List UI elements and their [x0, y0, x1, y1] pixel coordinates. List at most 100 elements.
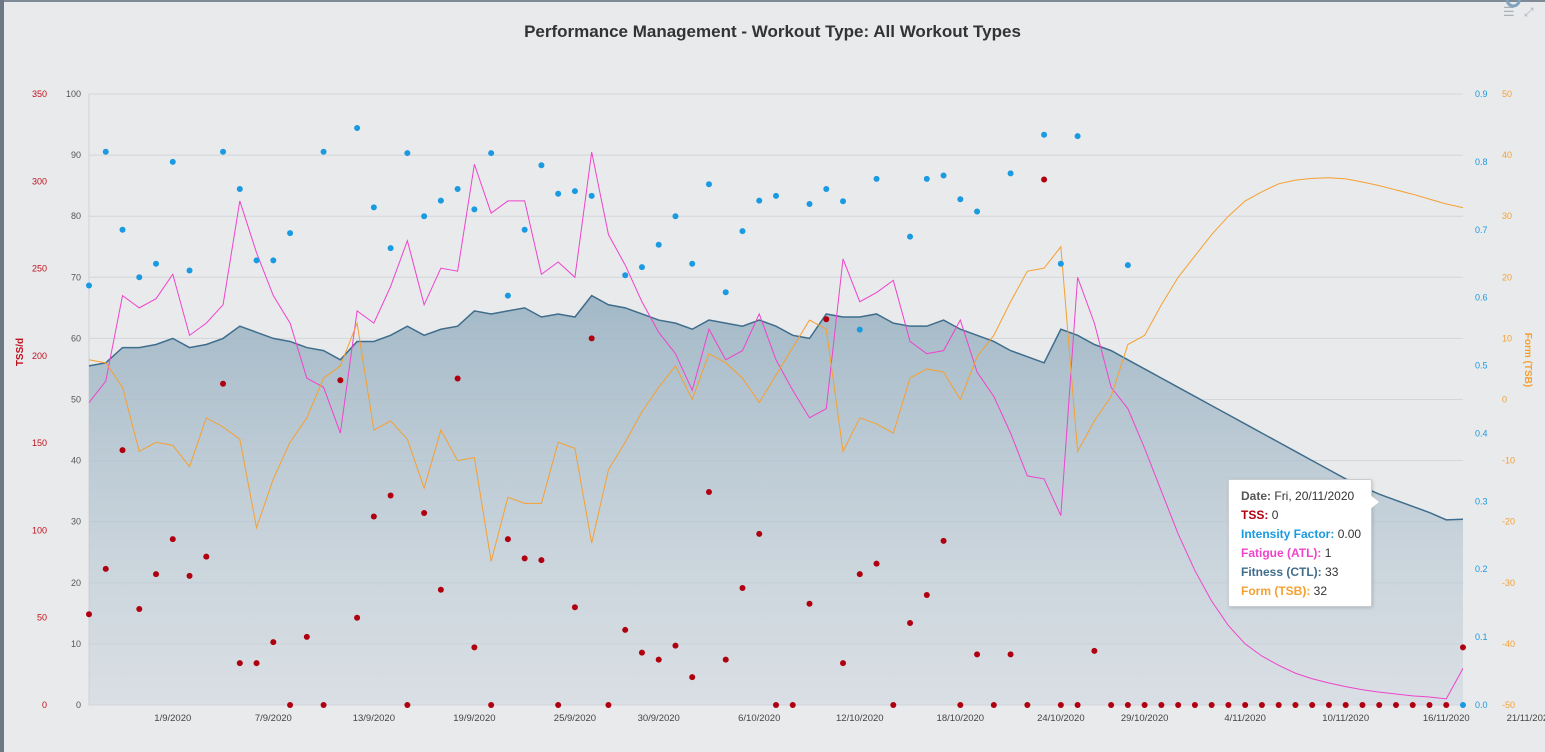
- tss-point: [488, 702, 495, 708]
- x-tick-label: 1/9/2020: [154, 713, 191, 724]
- if-point: [320, 148, 327, 155]
- tooltip-tsb-value: 32: [1313, 584, 1328, 598]
- tooltip-tss-label: TSS:: [1241, 508, 1269, 522]
- tss-point: [705, 489, 712, 496]
- if-point: [437, 197, 444, 204]
- ctl-tick-label: 90: [71, 150, 81, 160]
- if-point: [153, 260, 160, 267]
- tss-point: [773, 702, 779, 708]
- tss-point: [236, 660, 243, 667]
- tss-point: [354, 614, 361, 621]
- tss-point: [404, 702, 411, 708]
- x-tick-label: 24/10/2020: [1037, 713, 1085, 724]
- if-point: [923, 175, 930, 182]
- if-point: [521, 226, 528, 233]
- tss-point: [538, 557, 545, 564]
- tss-point: [1208, 702, 1215, 708]
- if-point: [571, 188, 578, 195]
- if-point: [974, 208, 981, 215]
- tss-point: [655, 656, 662, 663]
- tss-point: [1108, 702, 1115, 708]
- tss-point: [555, 702, 562, 708]
- tss-point: [454, 375, 461, 382]
- tss-point: [1158, 702, 1165, 708]
- tss-point: [1007, 651, 1014, 658]
- tss-point: [136, 605, 143, 612]
- tss-point: [169, 536, 176, 543]
- tss-point: [437, 586, 444, 593]
- tss-point: [638, 649, 645, 656]
- if-tick-label: 0.4: [1475, 428, 1488, 438]
- tsb-axis-title: Form (TSB): [1522, 333, 1533, 387]
- series-points: [86, 124, 1466, 708]
- if-point: [672, 213, 679, 220]
- tss-point: [756, 530, 763, 537]
- if-point: [773, 192, 779, 199]
- ctl-tick-label: 20: [71, 578, 81, 588]
- if-tick-label: 0.0: [1475, 700, 1488, 710]
- x-tick-label: 19/9/2020: [453, 713, 495, 724]
- tooltip: Date: Fri, 20/11/2020 TSS: 0 Intensity F…: [1228, 479, 1372, 607]
- tss-axis-title: TSS/d: [15, 338, 26, 366]
- tsb-tick-label: -50: [1502, 700, 1515, 710]
- ctl-tick-label: 50: [71, 395, 81, 405]
- if-tick-label: 0.1: [1475, 632, 1488, 642]
- ctl-tick-label: 80: [71, 211, 81, 221]
- tss-tick-label: 250: [32, 264, 47, 274]
- ctl-tick-label: 60: [71, 333, 81, 343]
- tss-point: [689, 674, 696, 681]
- x-tick-label: 30/9/2020: [638, 713, 680, 724]
- fitness-line: [88, 294, 1464, 521]
- if-point: [722, 289, 729, 296]
- tss-point: [957, 702, 964, 708]
- if-tick-label: 0.2: [1475, 564, 1488, 574]
- if-point: [471, 206, 478, 213]
- expand-icon[interactable]: ⤢: [1524, 5, 1534, 19]
- tsb-tick-label: 20: [1502, 272, 1512, 282]
- tss-point: [303, 633, 310, 640]
- tss-point: [253, 660, 260, 667]
- if-point: [253, 257, 260, 264]
- tsb-tick-label: 30: [1502, 211, 1512, 221]
- if-point: [370, 204, 377, 211]
- x-tick-label: 6/10/2020: [738, 713, 780, 724]
- tss-point: [1074, 702, 1081, 708]
- tss-point: [1376, 702, 1383, 708]
- if-point: [1007, 170, 1014, 177]
- if-tick-label: 0.7: [1475, 225, 1488, 235]
- tsb-tick-label: -20: [1502, 517, 1515, 527]
- tsb-tick-label: -10: [1502, 456, 1515, 466]
- tss-point: [1309, 702, 1316, 708]
- if-point: [404, 150, 411, 157]
- tss-point: [1124, 702, 1131, 708]
- if-point: [421, 213, 428, 220]
- hover-marker: [1505, 0, 1521, 8]
- tss-point: [1057, 702, 1064, 708]
- tss-point: [287, 702, 294, 708]
- tss-point: [119, 447, 126, 454]
- tss-point: [722, 656, 729, 663]
- tss-point: [605, 702, 612, 708]
- tss-point: [203, 553, 210, 560]
- if-point: [169, 158, 176, 165]
- if-point: [1041, 131, 1048, 138]
- tooltip-if-value: 0.00: [1337, 527, 1362, 541]
- tsb-tick-label: 40: [1502, 150, 1512, 160]
- tsb-tick-label: 10: [1502, 333, 1512, 343]
- if-point: [638, 264, 645, 271]
- if-point: [705, 181, 712, 188]
- tss-point: [739, 585, 746, 592]
- tsb-tick-label: 50: [1502, 89, 1512, 99]
- tss-point: [1342, 702, 1349, 708]
- tss-point: [1191, 702, 1198, 708]
- tss-point: [186, 572, 193, 579]
- ctl-tick-label: 0: [76, 700, 81, 710]
- menu-icon[interactable]: ☰: [1503, 4, 1515, 19]
- tooltip-atl-value: 1: [1324, 546, 1332, 560]
- tss-point: [990, 702, 997, 708]
- if-point: [488, 150, 495, 157]
- tss-point: [1258, 702, 1265, 708]
- if-point: [136, 274, 143, 281]
- tss-point: [1325, 702, 1332, 708]
